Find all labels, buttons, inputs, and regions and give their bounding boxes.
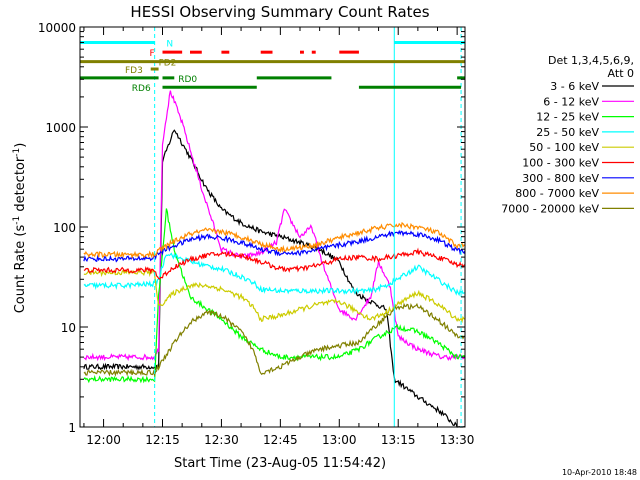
series-line xyxy=(83,208,466,384)
x-tick-label: 12:15 xyxy=(145,433,180,447)
series-line xyxy=(83,229,466,263)
series-line xyxy=(83,129,466,428)
legend-entry-label: 50 - 100 keV xyxy=(529,141,599,154)
flag-bar-label: N xyxy=(166,39,173,49)
legend-entry-label: 300 - 800 keV xyxy=(522,172,599,185)
legend-entry-label: 3 - 6 keV xyxy=(550,80,599,93)
series-line xyxy=(83,247,466,280)
legend-entry-label: 7000 - 20000 keV xyxy=(501,202,599,215)
x-tick-label: 12:45 xyxy=(263,433,298,447)
y-axis-label-sup: -1 xyxy=(12,216,22,225)
y-axis-label-part: ) xyxy=(13,143,28,148)
y-axis-label-part: detector xyxy=(13,156,28,216)
y-axis-label-part: Count Rate (s xyxy=(13,225,28,314)
series-line xyxy=(83,268,466,324)
chart-title: HESSI Observing Summary Count Rates xyxy=(130,3,429,21)
y-axis-label-sup: -1 xyxy=(12,148,22,157)
series-line xyxy=(83,252,466,297)
legend: Det 1,3,4,5,6,9, Att 0 3 - 6 keV 6 - 12 k… xyxy=(501,54,634,215)
date-stamp: 10-Apr-2010 18:48 xyxy=(562,468,637,477)
legend-entry-label: 100 - 300 keV xyxy=(522,157,599,170)
series-line xyxy=(83,221,466,260)
legend-entry-label: 800 - 7000 keV xyxy=(515,187,599,200)
y-axis-label: Count Rate (s-1 detector-1) xyxy=(12,143,28,314)
legend-entry-label: 12 - 25 keV xyxy=(536,111,599,124)
plot-area: N F FD2 FD3 RD0 RD6 xyxy=(79,26,466,428)
series-line xyxy=(83,302,466,378)
legend-entry-label: 6 - 12 keV xyxy=(543,95,599,108)
flag-bar-label: RD6 xyxy=(132,84,151,94)
y-axis-ticks: 1 10 100 1000 10000 xyxy=(38,21,465,435)
y-tick-label: 10 xyxy=(61,321,76,335)
x-tick-label: 13:00 xyxy=(322,433,357,447)
legend-header-line: Att 0 xyxy=(608,67,634,80)
x-tick-label: 13:15 xyxy=(381,433,416,447)
x-tick-label: 13:30 xyxy=(440,433,475,447)
x-axis-label: Start Time (23-Aug-05 11:54:42) xyxy=(174,456,386,471)
flag-bar-label: RD0 xyxy=(178,75,197,85)
y-tick-label: 10000 xyxy=(38,21,76,35)
x-tick-label: 12:30 xyxy=(204,433,239,447)
flag-bar-label: FD3 xyxy=(125,66,143,76)
y-tick-label: 1000 xyxy=(45,121,76,135)
legend-header-line: Det 1,3,4,5,6,9, xyxy=(548,54,634,67)
y-tick-label: 100 xyxy=(53,221,76,235)
legend-entry-label: 25 - 50 keV xyxy=(536,126,599,139)
x-tick-label: 12:00 xyxy=(86,433,121,447)
series-line xyxy=(83,90,466,362)
x-axis-ticks: 12:00 12:15 12:30 12:45 13:00 13:15 13:30 xyxy=(83,27,475,447)
flag-bar-label: F xyxy=(149,49,154,59)
y-tick-label: 1 xyxy=(68,421,76,435)
flag-bar-label: FD2 xyxy=(159,59,177,69)
